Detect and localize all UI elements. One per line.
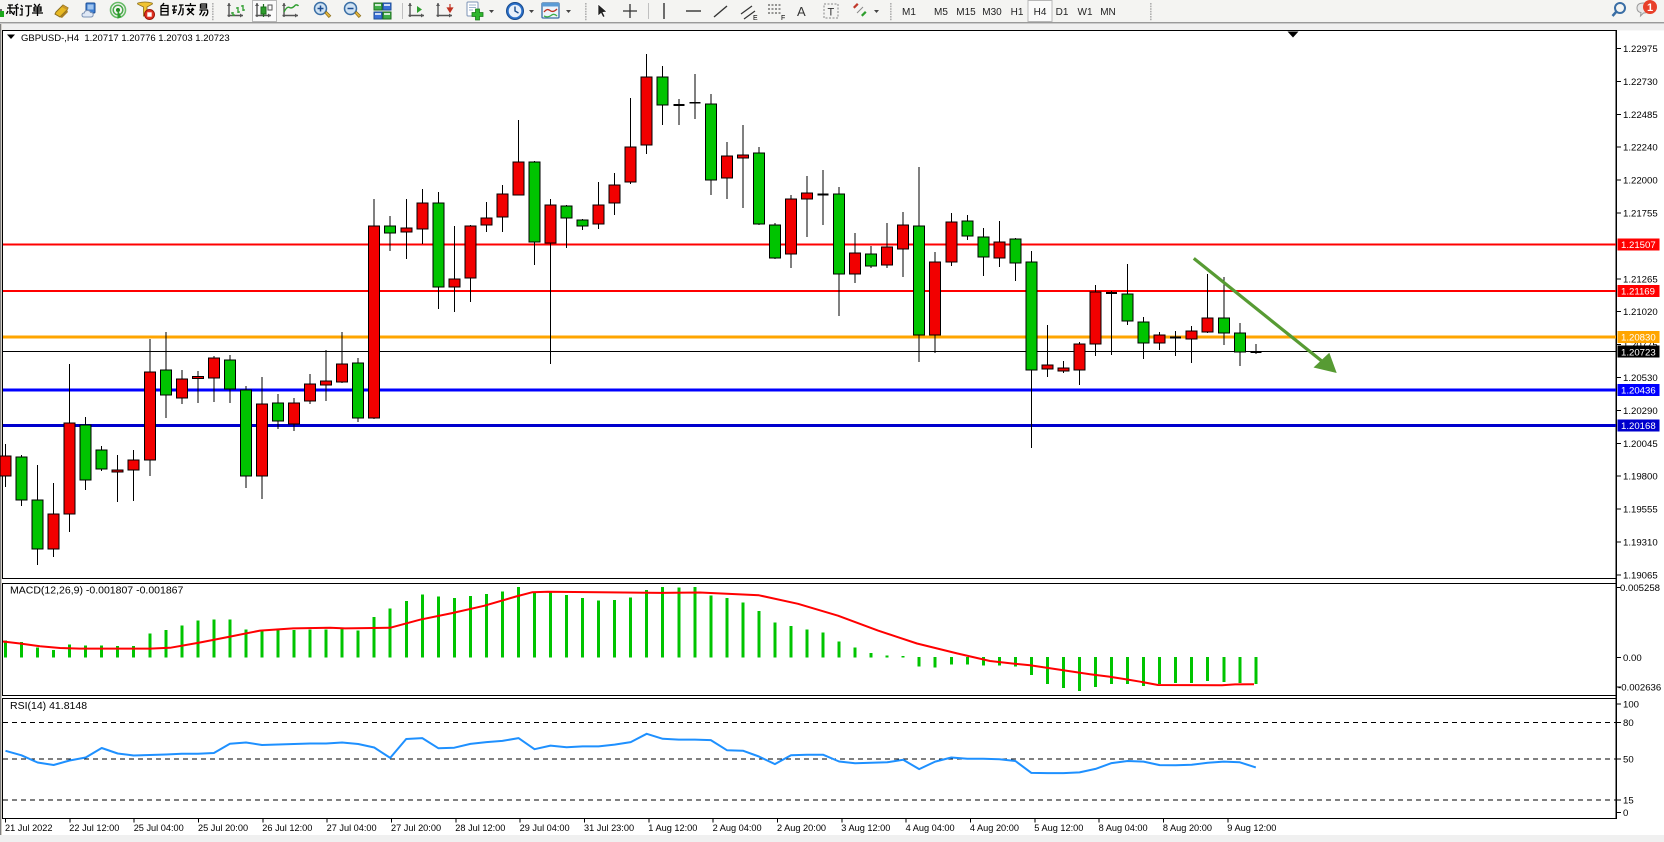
svg-text:29 Jul 04:00: 29 Jul 04:00	[520, 823, 570, 833]
svg-text:25 Jul 20:00: 25 Jul 20:00	[198, 823, 248, 833]
svg-text:27 Jul 04:00: 27 Jul 04:00	[327, 823, 377, 833]
svg-text:1.22485: 1.22485	[1623, 110, 1658, 121]
svg-text:1.21755: 1.21755	[1623, 209, 1658, 220]
svg-text:3 Aug 12:00: 3 Aug 12:00	[841, 823, 890, 833]
svg-text:100: 100	[1623, 700, 1639, 711]
svg-text:E: E	[753, 15, 758, 22]
svg-text:H1: H1	[1011, 7, 1024, 18]
svg-text:M5: M5	[934, 7, 948, 18]
svg-text:2 Aug 20:00: 2 Aug 20:00	[777, 823, 826, 833]
svg-text:M30: M30	[982, 7, 1002, 18]
svg-text:A: A	[797, 4, 806, 19]
svg-text:1.21169: 1.21169	[1621, 287, 1655, 298]
svg-text:GBPUSD-,H4 1.20717 1.20776 1.: GBPUSD-,H4 1.20717 1.20776 1.20703 1.207…	[21, 33, 230, 44]
svg-text:MACD(12,26,9) -0.001807 -0.001: MACD(12,26,9) -0.001807 -0.001867	[10, 585, 184, 597]
svg-text:50: 50	[1623, 754, 1634, 765]
svg-text:8 Aug 04:00: 8 Aug 04:00	[1099, 823, 1148, 833]
svg-text:-0.002636: -0.002636	[1618, 683, 1661, 694]
svg-text:15: 15	[1623, 796, 1634, 807]
svg-text:31 Jul 23:00: 31 Jul 23:00	[584, 823, 634, 833]
svg-text:1.21265: 1.21265	[1623, 274, 1658, 285]
svg-text:4 Aug 20:00: 4 Aug 20:00	[970, 823, 1019, 833]
svg-text:0: 0	[1623, 808, 1628, 819]
svg-text:M1: M1	[902, 7, 916, 18]
svg-text:2 Aug 04:00: 2 Aug 04:00	[713, 823, 762, 833]
svg-text:T: T	[828, 7, 835, 19]
svg-text:RSI(14) 41.8148: RSI(14) 41.8148	[10, 700, 87, 712]
svg-text:4 Aug 04:00: 4 Aug 04:00	[906, 823, 955, 833]
svg-text:1.20530: 1.20530	[1623, 373, 1658, 384]
svg-text:8 Aug 20:00: 8 Aug 20:00	[1163, 823, 1212, 833]
svg-text:1.20830: 1.20830	[1621, 333, 1656, 344]
svg-text:D1: D1	[1056, 7, 1069, 18]
svg-text:1.20045: 1.20045	[1623, 439, 1658, 450]
svg-text:F: F	[781, 15, 785, 22]
svg-text:1.19555: 1.19555	[1623, 505, 1658, 516]
svg-text:25 Jul 04:00: 25 Jul 04:00	[134, 823, 184, 833]
svg-text:MN: MN	[1100, 7, 1116, 18]
svg-text:5 Aug 12:00: 5 Aug 12:00	[1034, 823, 1083, 833]
svg-text:28 Jul 12:00: 28 Jul 12:00	[455, 823, 505, 833]
svg-text:1.19310: 1.19310	[1623, 538, 1658, 549]
svg-text:26 Jul 12:00: 26 Jul 12:00	[262, 823, 312, 833]
svg-text:1.20436: 1.20436	[1621, 386, 1656, 397]
svg-text:W1: W1	[1078, 7, 1093, 18]
svg-text:1.22000: 1.22000	[1623, 176, 1658, 187]
svg-text:0.005258: 0.005258	[1620, 583, 1660, 594]
svg-text:1.20290: 1.20290	[1623, 406, 1658, 417]
svg-text:1.19800: 1.19800	[1623, 472, 1658, 483]
svg-text:1.21507: 1.21507	[1621, 240, 1656, 251]
svg-text:1.19065: 1.19065	[1623, 570, 1658, 581]
svg-text:H4: H4	[1034, 7, 1047, 18]
svg-text:22 Jul 12:00: 22 Jul 12:00	[69, 823, 119, 833]
svg-text:0.00: 0.00	[1623, 653, 1642, 664]
svg-text:1.21020: 1.21020	[1623, 307, 1658, 318]
svg-text:1: 1	[1647, 2, 1653, 14]
svg-text:9 Aug 12:00: 9 Aug 12:00	[1227, 823, 1276, 833]
svg-text:80: 80	[1623, 718, 1634, 729]
svg-text:27 Jul 20:00: 27 Jul 20:00	[391, 823, 441, 833]
svg-text:1.20723: 1.20723	[1621, 347, 1656, 358]
svg-text:1.22975: 1.22975	[1623, 44, 1658, 55]
svg-text:21 Jul 2022: 21 Jul 2022	[5, 823, 53, 833]
svg-text:1.22240: 1.22240	[1623, 143, 1658, 154]
svg-text:1 Aug 12:00: 1 Aug 12:00	[648, 823, 697, 833]
svg-text:M15: M15	[956, 7, 976, 18]
svg-text:1.22730: 1.22730	[1623, 77, 1658, 88]
svg-text:1.20168: 1.20168	[1621, 421, 1656, 432]
